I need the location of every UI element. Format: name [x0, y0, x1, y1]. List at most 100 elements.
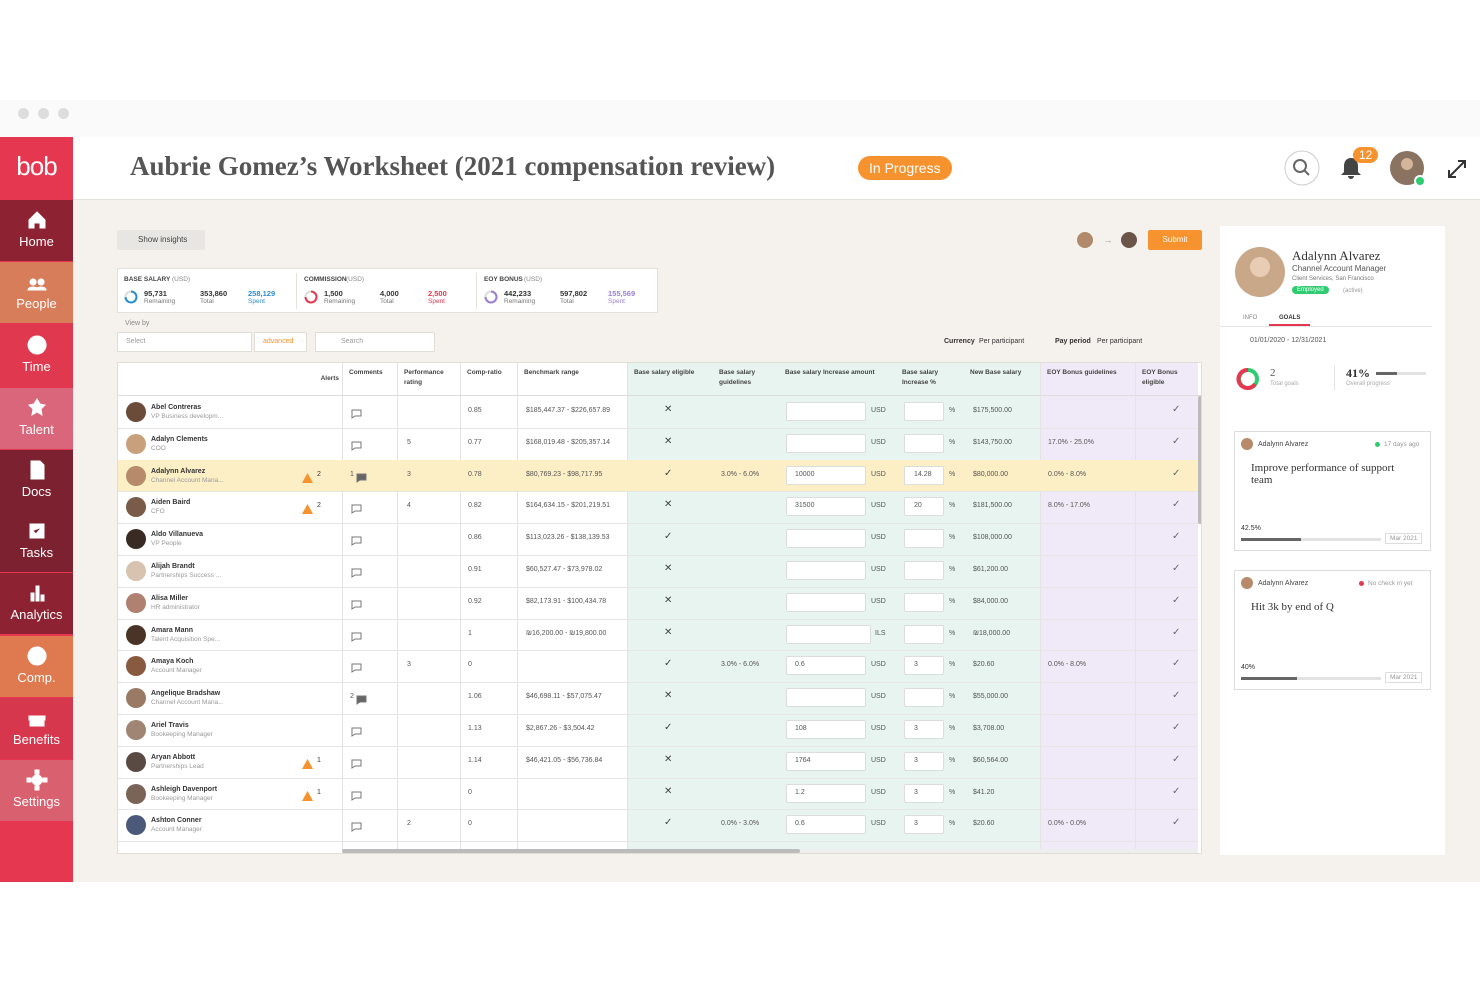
amount-input[interactable]	[786, 751, 866, 771]
pct-input[interactable]	[904, 433, 944, 453]
employee-name: Amara Mann	[151, 626, 194, 634]
user-avatar[interactable]	[1389, 150, 1427, 188]
amount-input[interactable]	[786, 529, 866, 549]
bell-icon[interactable]	[1339, 155, 1363, 181]
pct-unit: %	[949, 756, 956, 764]
avatar	[126, 529, 146, 550]
progress-label: Overall progress	[1346, 381, 1391, 387]
amount-input[interactable]	[786, 815, 866, 835]
pct-input[interactable]	[904, 783, 944, 803]
compa-ratio: 1	[468, 629, 472, 637]
period-value[interactable]: Per participant	[1097, 338, 1143, 345]
goal-card[interactable]: Adalynn Alvarez 17 days ago Improve perfor…	[1234, 431, 1431, 551]
nav-item[interactable]: People	[0, 262, 73, 323]
comment-icon[interactable]	[351, 724, 362, 737]
insights-button[interactable]: Show insights	[117, 230, 205, 250]
employee-name: Ashton Conner	[151, 817, 202, 825]
nav-item[interactable]: Analytics	[0, 573, 73, 634]
v-scroll-thumb[interactable]	[1198, 396, 1201, 524]
pct-input[interactable]	[904, 720, 944, 739]
pct-unit: %	[949, 566, 956, 573]
nav-item[interactable]: Talent	[0, 388, 73, 449]
column-header: New Base salary	[970, 369, 1022, 376]
search-button[interactable]	[1284, 150, 1320, 186]
summary-title: EOY BONUS	[484, 276, 523, 283]
pct-input[interactable]	[904, 656, 944, 676]
comment-icon[interactable]	[356, 692, 367, 706]
pct-input[interactable]	[904, 402, 944, 421]
goal-card[interactable]: Adalynn Alvarez No check in yet Hit 3k by …	[1234, 570, 1431, 690]
comment-icon[interactable]	[351, 819, 362, 833]
amount-input[interactable]	[786, 497, 866, 517]
pct-input[interactable]	[904, 529, 944, 549]
nav-item[interactable]: Benefits	[0, 698, 73, 759]
amount-input[interactable]	[786, 465, 866, 485]
search-input[interactable]: Search	[315, 332, 435, 352]
tab[interactable]: INFO	[1243, 315, 1258, 321]
comment-icon[interactable]	[356, 470, 367, 483]
nav-item[interactable]: Docs	[0, 450, 73, 511]
amount-input[interactable]	[786, 624, 871, 644]
goal-owner-avatar	[1241, 438, 1253, 450]
pct-input[interactable]	[904, 592, 944, 612]
comment-icon[interactable]	[351, 660, 362, 674]
pct-input[interactable]	[904, 815, 944, 835]
summary-spent: 258,129	[248, 289, 276, 298]
amount-input[interactable]	[786, 688, 866, 708]
pct-input[interactable]	[904, 561, 944, 580]
tab-active[interactable]: GOALS	[1269, 315, 1311, 326]
progress-bar	[1376, 372, 1397, 375]
pct-input[interactable]	[904, 624, 944, 644]
expand-icon[interactable]	[1446, 158, 1468, 180]
pct-input[interactable]	[904, 465, 944, 485]
column-header: Base salary Increase amount	[785, 369, 875, 376]
amount-input[interactable]	[786, 720, 866, 739]
checkin-dot	[1359, 581, 1364, 586]
nav-icon	[26, 278, 47, 291]
comment-icon[interactable]	[351, 406, 362, 419]
comment-icon[interactable]	[351, 501, 362, 515]
alert-count: 2	[317, 502, 321, 510]
compa-ratio: 0	[468, 788, 472, 796]
pct-input[interactable]	[904, 497, 944, 517]
base-guidelines: 0.0% - 3.0%	[721, 820, 760, 828]
pct-input[interactable]	[904, 751, 944, 771]
nav-item[interactable]: Settings	[0, 760, 73, 821]
comment-icon[interactable]	[351, 756, 362, 769]
eoy-eligible: ✓	[1172, 594, 1181, 606]
comment-icon[interactable]	[351, 597, 362, 610]
comment-icon[interactable]	[351, 565, 362, 578]
comment-icon[interactable]	[351, 788, 362, 801]
base-eligible: ✕	[664, 785, 673, 797]
comment-icon[interactable]	[351, 438, 362, 451]
nav-icon	[27, 335, 47, 355]
nav-item[interactable]: Comp.	[0, 636, 73, 697]
nav-item[interactable]: Time	[0, 325, 73, 386]
amount-input[interactable]	[786, 656, 866, 676]
comment-icon[interactable]	[351, 533, 362, 547]
pct-input[interactable]	[904, 688, 944, 708]
submit-button[interactable]: Submit	[1148, 230, 1202, 250]
base-eligible: ✕	[664, 626, 673, 638]
progress-track	[1241, 538, 1381, 541]
amount-input[interactable]	[786, 592, 866, 612]
scroll-thumb[interactable]	[342, 849, 800, 853]
advanced-button[interactable]: advanced	[254, 332, 307, 352]
view-select[interactable]: Select	[117, 332, 252, 352]
amount-input[interactable]	[786, 783, 866, 803]
amount-input[interactable]	[786, 561, 866, 580]
increase-pct: 14.28	[914, 470, 932, 478]
pct-unit: %	[949, 534, 956, 542]
currency: USD	[871, 693, 886, 701]
logo[interactable]: bob	[16, 151, 57, 181]
increase-pct: 3	[914, 661, 918, 669]
amount-input[interactable]	[786, 433, 866, 453]
nav-item[interactable]: Home	[0, 200, 73, 261]
amount-input[interactable]	[786, 402, 866, 421]
nav-label: Analytics	[10, 607, 63, 622]
comment-icon[interactable]	[351, 629, 362, 642]
currency-value[interactable]: Per participant	[979, 338, 1025, 345]
summary-spent-label: Spent	[428, 298, 445, 305]
nav-item[interactable]: Tasks	[0, 511, 73, 572]
profile-location: Client Services, San Francisco	[1292, 276, 1374, 282]
